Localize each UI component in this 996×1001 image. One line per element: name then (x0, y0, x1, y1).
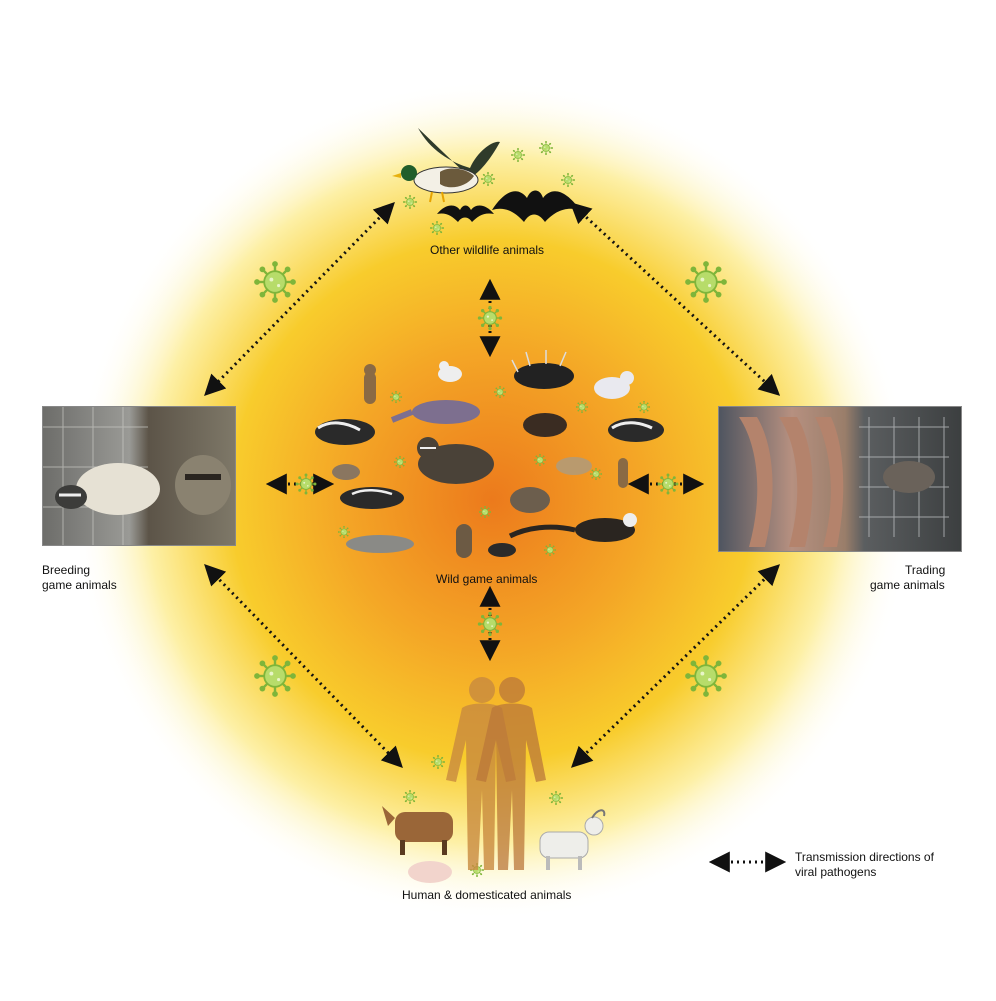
virus-icon (538, 140, 554, 156)
porcupine-icon (511, 350, 574, 389)
arrow-breeding-human (204, 563, 403, 769)
virus-icon (683, 259, 729, 305)
badger-icon-2 (608, 418, 664, 442)
badger-icon (315, 419, 375, 445)
legend-text-line2: viral pathogens (795, 865, 877, 879)
mole-rat-icon (523, 413, 567, 437)
marmot-icon (456, 524, 472, 558)
cow-icon (382, 806, 453, 855)
label-trading-line1: Trading (905, 563, 946, 577)
trading-photo (718, 406, 962, 552)
duck-icon (392, 128, 500, 203)
virus-icon (252, 259, 298, 305)
virus-icon (637, 400, 651, 414)
virus-icon (493, 385, 507, 399)
virus-icon (477, 611, 503, 637)
arrow-wildlife-breeding (204, 202, 395, 396)
legend-text-line1: Transmission directions of (795, 850, 934, 864)
virus-icon (575, 400, 589, 414)
breeding-photo (42, 406, 236, 546)
virus-icon (560, 172, 576, 188)
squirrel-icon (438, 361, 462, 382)
virus-icon (533, 453, 547, 467)
virus-icon (683, 653, 729, 699)
label-breeding-line1: Breeding (42, 563, 91, 577)
label-trading-line2: game animals (870, 578, 945, 592)
virus-icon (480, 171, 496, 187)
human-silhouette-icon (476, 677, 546, 870)
virus-icon (548, 790, 564, 806)
label-wild-game: Wild game animals (436, 572, 538, 586)
virus-icon (589, 467, 603, 481)
virus-icon (543, 543, 557, 557)
meerkat-icon-2 (618, 458, 628, 488)
virus-icon (337, 525, 351, 539)
arctic-fox-icon (594, 371, 634, 399)
pangolin-icon-2 (346, 535, 414, 553)
ferret-badger-icon (340, 487, 404, 509)
label-breeding-line2: game animals (42, 578, 117, 592)
pig-icon (408, 861, 452, 883)
virus-icon (252, 653, 298, 699)
virus-icon (393, 455, 407, 469)
breeding-photo-content (43, 407, 231, 545)
label-other-wildlife: Other wildlife animals (430, 243, 545, 257)
civet-icon (508, 513, 637, 542)
raccoon-dog-icon (417, 437, 494, 484)
virus-icon (656, 472, 680, 496)
arrow-wildlife-trading (569, 202, 781, 396)
virus-icon (477, 305, 503, 331)
virus-icon (294, 472, 318, 496)
virus-icon (389, 390, 403, 404)
wild-game-animals (315, 350, 664, 558)
hedgehog-icon (332, 464, 360, 480)
virus-icon (402, 194, 418, 210)
virus-icon (429, 220, 445, 236)
virus-icon (510, 147, 526, 163)
virus-icon (402, 789, 418, 805)
label-human-domesticated: Human & domesticated animals (402, 888, 572, 902)
hedgehog-icon-2 (510, 487, 550, 513)
bat-icon (437, 190, 580, 222)
virus-icon (478, 505, 492, 519)
rat-icon (556, 457, 592, 475)
goat-icon (539, 809, 606, 870)
meerkat-icon (364, 364, 376, 404)
virus-icon (430, 754, 446, 770)
trading-photo-content (739, 417, 949, 547)
skunk-icon (488, 543, 516, 557)
pangolin-icon (390, 400, 480, 424)
